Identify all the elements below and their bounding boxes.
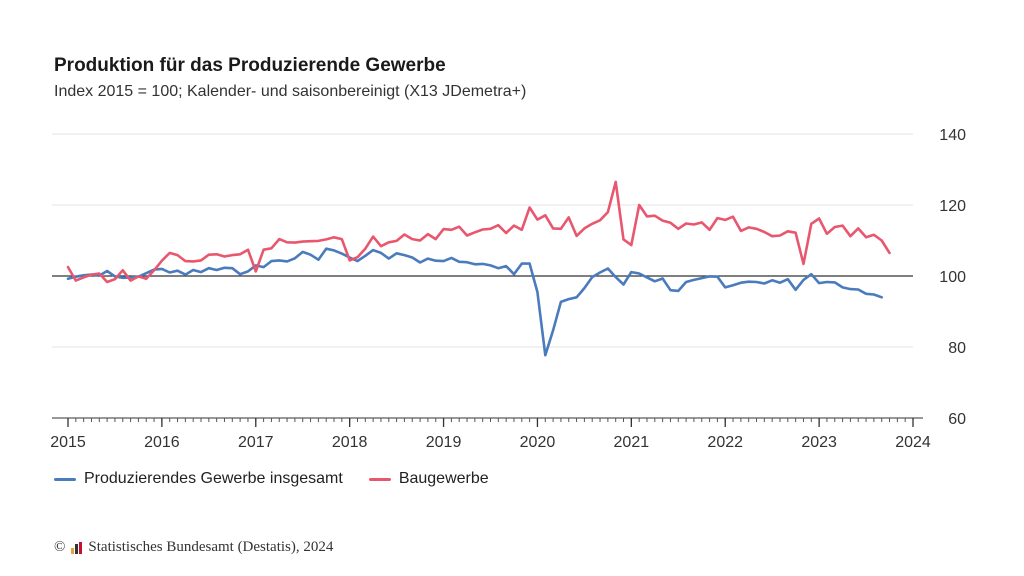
chart-title: Produktion für das Produzierende Gewerbe: [54, 55, 446, 76]
y-tick-label-80: 80: [948, 340, 966, 357]
x-tick-label-2020: 2020: [520, 434, 556, 451]
logo-bar: [75, 543, 79, 554]
x-tick-label-2021: 2021: [614, 434, 650, 451]
legend-label-construction: Baugewerbe: [398, 470, 489, 487]
y-tick-label-140: 140: [939, 127, 966, 144]
x-tick-label-2017: 2017: [238, 434, 274, 451]
x-tick-label-2018: 2018: [332, 434, 368, 451]
copyright-symbol: ©: [54, 539, 66, 555]
y-tick-label-100: 100: [939, 269, 966, 286]
legend-item-industry: Produzierendes Gewerbe insgesamt: [54, 470, 343, 488]
logo-bar: [79, 541, 83, 554]
destatis-logo-icon: [71, 541, 83, 554]
x-tick-label-2023: 2023: [801, 434, 837, 451]
logo-bar: [71, 547, 75, 554]
x-tick-label-2015: 2015: [50, 434, 86, 451]
x-tick-label-2019: 2019: [426, 434, 462, 451]
legend-swatch-industry: [54, 477, 76, 481]
legend: Produzierendes Gewerbe insgesamt Baugewe…: [54, 470, 489, 488]
y-tick-label-120: 120: [939, 198, 966, 215]
x-tick-label-2016: 2016: [144, 434, 180, 451]
legend-item-construction: Baugewerbe: [368, 470, 489, 488]
y-tick-label-60: 60: [948, 411, 966, 428]
source-text: Statistisches Bundesamt (Destatis), 2024: [88, 539, 334, 555]
series-line-industry: [66, 247, 884, 357]
legend-label-industry: Produzierendes Gewerbe insgesamt: [84, 470, 343, 487]
chart-subtitle: Index 2015 = 100; Kalender- und saisonbe…: [54, 83, 527, 100]
legend-swatch-construction: [368, 477, 391, 481]
source-footer: © Statistisches Bundesamt (Destatis), 20…: [54, 539, 333, 556]
x-tick-label-2022: 2022: [707, 434, 743, 451]
series-line-construction: [66, 180, 891, 284]
x-tick-label-2024: 2024: [895, 434, 931, 451]
